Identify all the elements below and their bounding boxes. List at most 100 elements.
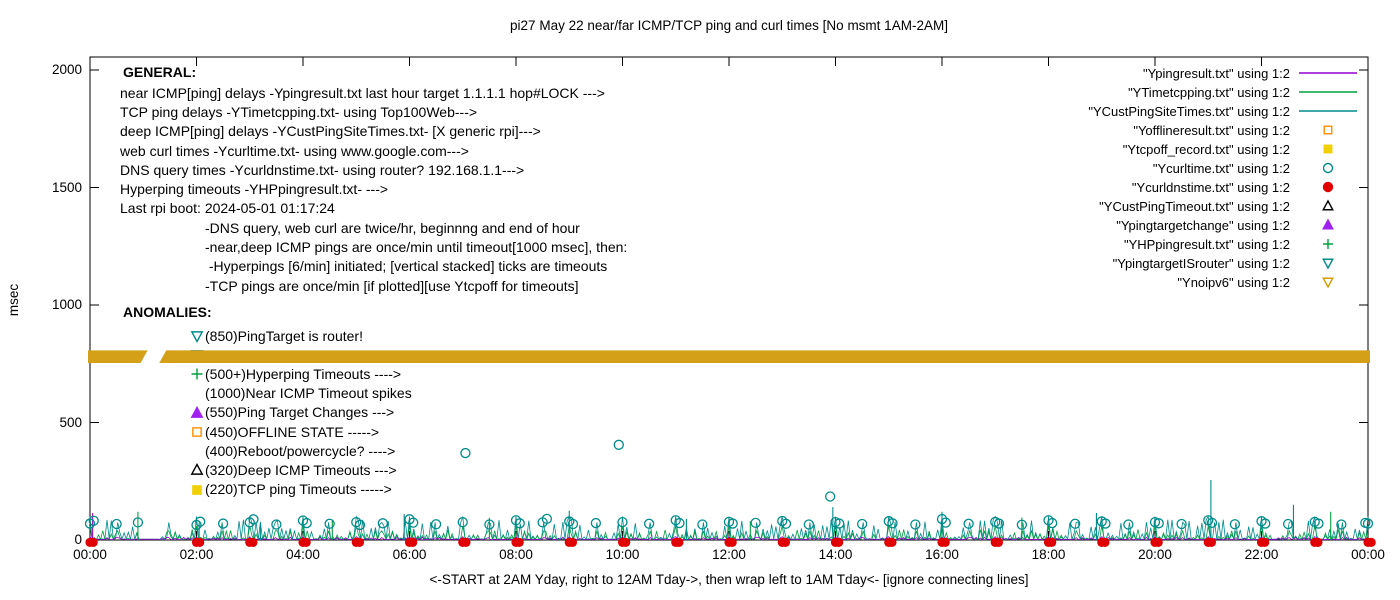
curl-point [993,518,1005,529]
legend-sample-marker [1322,258,1334,270]
curl-point [541,513,553,524]
curl-point [377,518,389,529]
legend-sample-marker [1322,162,1334,174]
dns-point [248,537,258,547]
curl-point [613,439,624,450]
x-tick-label: 10:00 [605,547,640,562]
x-tick-label: 08:00 [499,547,533,562]
x-tick-label: 04:00 [286,547,320,562]
curl-point [567,518,579,530]
curl-point [940,517,951,528]
curl-point [670,515,681,526]
legend-sample-marker [1322,277,1334,289]
curl-point [834,518,845,529]
anomaly-square-fill-icon [192,484,202,495]
curl-point [883,516,894,527]
y-axis-label: msec [6,283,21,317]
dns-point [458,537,468,547]
dns-point [1310,537,1320,547]
curl-point [856,518,868,530]
dns-point [1203,537,1213,547]
curl-point [590,517,602,529]
general-sub-notes: -DNS query, web curl are twice/hr, begin… [205,219,627,296]
dns-point [671,537,681,547]
curl-point [564,516,575,527]
curl-point [460,447,471,459]
curl-point [271,519,282,530]
legend-label: "Ynoipv6" using 1:2 [1177,274,1290,290]
anomaly-label: (1000)Near ICMP Timeout spikes [205,385,412,402]
curl-point [963,518,974,529]
curl-point [1096,516,1107,527]
general-sub-line: -near,deep ICMP pings are once/min until… [205,239,628,256]
curl-point [750,517,761,528]
anomaly-item: (400)Reboot/powercycle? ----> [190,441,412,460]
anomaly-marker-icon [190,350,204,363]
general-sub-line: -TCP pings are once/min [if plotted][use… [205,277,579,294]
legend-label: "YHPpingresult.txt" using 1:2 [1123,236,1290,252]
curl-point [324,518,335,529]
anomaly-marker-icon [190,463,204,476]
noise-trace-tcp_ping_YTimetcpping [89,525,1369,542]
anomaly-item: (850)PingTarget is router! [190,326,412,345]
legend-label: "Ypingresult.txt" using 1:2 [1142,65,1290,81]
anomaly-label: (320)Deep ICMP Timeouts ---> [205,461,397,478]
general-heading: GENERAL: [123,64,197,80]
anomaly-item: (220)TCP ping Timeouts -----> [190,480,412,499]
legend-sample-marker [1323,125,1333,135]
curl-point [723,516,735,528]
legend-label: "YTimetcpping.txt" using 1:2 [1128,84,1290,100]
legend-label: "YpingtargetISrouter" using 1:2 [1112,255,1290,271]
curl-point [354,519,366,531]
general-line: DNS query times -Ycurldnstime.txt- using… [120,161,525,178]
curl-point [297,515,309,526]
dns-point [780,537,791,547]
legend-label: "Yofflineresult.txt" using 1:2 [1133,122,1290,138]
y-tick-label: 1000 [51,297,82,312]
curl-point [404,514,415,525]
anomaly-triangle-up-fill-icon [190,405,204,418]
curl-point [217,518,229,529]
legend-label: "Ytcpoff_record.txt" using 1:2 [1122,141,1290,157]
curl-point [697,519,708,530]
curl-point [1153,518,1164,529]
anomaly-label: (450)OFFLINE STATE -----> [205,423,380,440]
curl-point [1016,519,1028,530]
general-line: near ICMP[ping] delays -Ypingresult.txt … [120,85,605,101]
general-sub-line: -Hyperpings [6/min] initiated; [vertical… [205,258,608,275]
dns-point [990,537,1000,547]
legend-sample-marker [1323,239,1333,249]
no-marker-icon [190,385,205,402]
dns-point [567,537,578,547]
curl-point [1100,518,1111,529]
dns-point [351,537,361,547]
dns-point [1097,537,1107,547]
curl-point [1203,515,1214,526]
curl-point [990,516,1001,528]
general-line: web curl times -Ycurltime.txt- using www… [120,142,469,159]
curl-point [195,516,206,527]
legend-label: "Ycurldnstime.txt" using 1:2 [1131,179,1290,195]
curl-point [777,515,788,527]
curl-point [537,517,548,528]
legend-label: "Ycurltime.txt" using 1:2 [1152,160,1290,176]
x-axis-note: <-START at 2AM Yday, right to 12AM Tday-… [429,572,1029,587]
y-tick-label: 1500 [51,179,82,195]
y-tick-label: 0 [74,532,82,547]
x-tick-label: 00:00 [1351,547,1385,562]
anomaly-item: (450)OFFLINE STATE -----> [190,422,412,441]
anomalies-heading: ANOMALIES: [123,304,212,320]
curl-point [825,491,836,502]
dns-point [354,537,365,547]
curl-point [803,519,815,530]
curl-point [910,519,921,530]
anomaly-triangle-down-open-icon [190,331,204,344]
curl-point [1336,519,1347,530]
x-tick-label: 16:00 [925,547,959,562]
anomaly-label: (400)Reboot/powercycle? ----> [205,442,396,459]
legend-label: "YCustPingTimeout.txt" using 1:2 [1099,198,1290,214]
curl-point [88,515,99,526]
anomaly-label: (220)TCP ping Timeouts -----> [205,481,392,498]
anomaly-marker-icon [191,368,203,380]
